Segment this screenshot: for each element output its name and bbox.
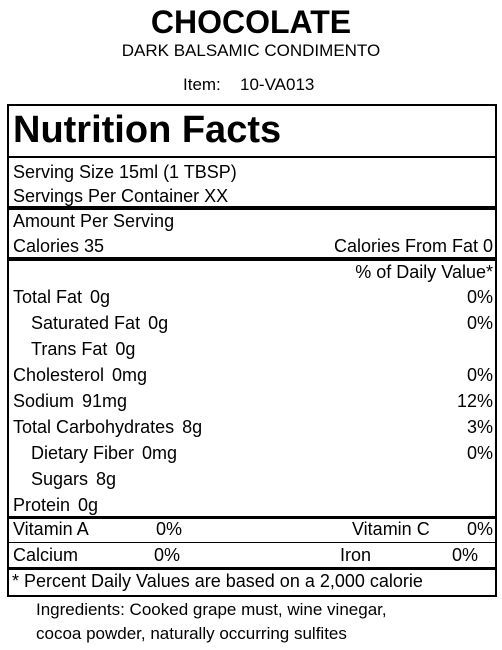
nutrient-amount: 8g — [182, 417, 203, 437]
divider — [9, 567, 495, 570]
divider — [9, 516, 495, 519]
nutrient-dv: 3% — [466, 417, 493, 437]
nutrient-dv: 0% — [466, 287, 493, 307]
nutrient-dv: 0% — [466, 443, 493, 463]
nutrient-amount: 91mg — [82, 391, 128, 411]
nutrient-name: Cholesterol — [13, 365, 105, 385]
vitamin-dv: 0% — [466, 519, 493, 539]
nutrient-amount: 0mg — [112, 365, 148, 385]
calories-from-fat: Calories From Fat 0 — [333, 236, 493, 256]
label-title: Nutrition Facts — [13, 109, 282, 151]
calories: Calories 35 — [13, 236, 105, 256]
ingredients-line: Ingredients: Cooked grape must, wine vin… — [36, 600, 387, 619]
nutrient-name: Total Fat — [13, 287, 83, 307]
nutrient-dv: 0% — [466, 313, 493, 333]
nutrition-box — [7, 104, 497, 597]
nutrient-name: Protein — [13, 495, 71, 515]
nutrient-name: Sodium — [13, 391, 75, 411]
nutrient-name: Dietary Fiber — [31, 443, 135, 463]
servings-per-container: Servings Per Container XX — [13, 186, 229, 206]
nutrient-name: Total Carbohydrates — [13, 417, 175, 437]
daily-value-header: % of Daily Value* — [355, 262, 493, 282]
nutrient-amount: 0g — [115, 339, 136, 359]
item-label: Item: — [183, 75, 221, 94]
nutrient-amount: 0g — [78, 495, 99, 515]
vitamin-dv: 0% — [153, 545, 180, 565]
vitamin-dv: 0% — [155, 519, 182, 539]
product-title: CHOCOLATE — [150, 4, 352, 40]
amount-per-serving: Amount Per Serving — [13, 211, 175, 231]
nutrient-amount: 0g — [148, 313, 169, 333]
nutrient-amount: 8g — [96, 469, 117, 489]
nutrient-amount: 0mg — [142, 443, 178, 463]
vitamin-name: Iron — [340, 545, 372, 565]
divider — [9, 257, 495, 261]
vitamin-name: Calcium — [13, 545, 79, 565]
serving-size: Serving Size 15ml (1 TBSP) — [13, 162, 237, 182]
divider — [9, 206, 495, 210]
vitamin-dv: 0% — [451, 545, 478, 565]
vitamin-name: Vitamin C — [352, 519, 430, 539]
nutrient-name: Trans Fat — [31, 339, 108, 359]
nutrient-name: Saturated Fat — [31, 313, 141, 333]
nutrient-dv: 12% — [456, 391, 493, 411]
divider — [9, 542, 495, 543]
product-subtitle: DARK BALSAMIC CONDIMENTO — [121, 41, 381, 60]
vitamin-name: Vitamin A — [13, 519, 89, 539]
item-number: 10-VA013 — [240, 75, 315, 94]
nutrient-amount: 0g — [90, 287, 111, 307]
nutrient-name: Sugars — [31, 469, 89, 489]
divider — [9, 156, 495, 158]
footnote: * Percent Daily Values are based on a 2,… — [12, 571, 423, 591]
nutrient-dv: 0% — [466, 365, 493, 385]
ingredients-line: cocoa powder, naturally occurring sulfit… — [36, 624, 347, 643]
